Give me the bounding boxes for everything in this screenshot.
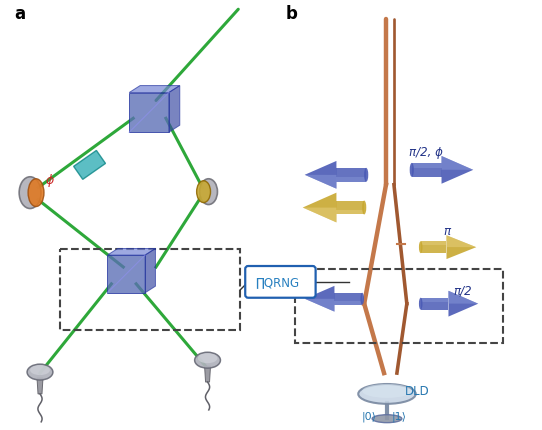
Ellipse shape — [19, 177, 41, 209]
Polygon shape — [204, 366, 210, 382]
Polygon shape — [129, 93, 169, 133]
Text: |0⟩: |0⟩ — [362, 411, 377, 421]
Polygon shape — [305, 175, 337, 189]
Ellipse shape — [364, 169, 368, 182]
Ellipse shape — [419, 242, 423, 254]
Polygon shape — [447, 236, 476, 248]
Ellipse shape — [358, 384, 416, 404]
Ellipse shape — [199, 179, 217, 205]
Polygon shape — [337, 210, 364, 215]
Ellipse shape — [30, 366, 50, 375]
Polygon shape — [305, 162, 337, 189]
Polygon shape — [421, 242, 447, 246]
Ellipse shape — [197, 181, 210, 203]
FancyBboxPatch shape — [245, 267, 315, 298]
Polygon shape — [303, 193, 337, 223]
Polygon shape — [145, 249, 156, 293]
Ellipse shape — [360, 293, 364, 305]
Ellipse shape — [362, 201, 366, 215]
Ellipse shape — [27, 364, 53, 380]
Polygon shape — [442, 157, 473, 184]
Text: a: a — [14, 5, 25, 23]
Ellipse shape — [419, 298, 423, 310]
Ellipse shape — [410, 163, 414, 177]
Polygon shape — [37, 378, 43, 394]
Polygon shape — [412, 163, 442, 169]
Polygon shape — [305, 299, 334, 312]
Polygon shape — [337, 169, 366, 182]
Polygon shape — [337, 178, 366, 182]
Polygon shape — [442, 157, 473, 170]
Ellipse shape — [372, 415, 402, 423]
Polygon shape — [107, 255, 145, 293]
Text: π: π — [443, 225, 450, 238]
Polygon shape — [74, 151, 106, 180]
Ellipse shape — [198, 353, 217, 363]
Ellipse shape — [195, 353, 221, 368]
Text: DLD: DLD — [405, 384, 430, 397]
Polygon shape — [421, 242, 447, 254]
Polygon shape — [107, 249, 156, 255]
Polygon shape — [303, 208, 337, 223]
Ellipse shape — [28, 179, 44, 207]
Polygon shape — [334, 301, 362, 305]
Polygon shape — [169, 86, 180, 133]
Polygon shape — [129, 86, 180, 93]
Polygon shape — [448, 291, 478, 304]
Text: ∏QRNG: ∏QRNG — [255, 276, 299, 289]
Text: b: b — [286, 5, 298, 23]
Polygon shape — [337, 201, 364, 215]
Polygon shape — [448, 291, 478, 317]
Polygon shape — [421, 298, 448, 310]
Polygon shape — [305, 286, 334, 312]
Polygon shape — [412, 163, 442, 177]
Text: |1⟩: |1⟩ — [391, 411, 406, 421]
Polygon shape — [447, 236, 476, 259]
Text: π/2: π/2 — [454, 284, 472, 297]
Text: ϕ: ϕ — [46, 173, 54, 186]
Polygon shape — [421, 298, 448, 302]
Text: π/2, ϕ: π/2, ϕ — [409, 146, 443, 159]
Ellipse shape — [362, 384, 412, 398]
Polygon shape — [334, 293, 362, 305]
